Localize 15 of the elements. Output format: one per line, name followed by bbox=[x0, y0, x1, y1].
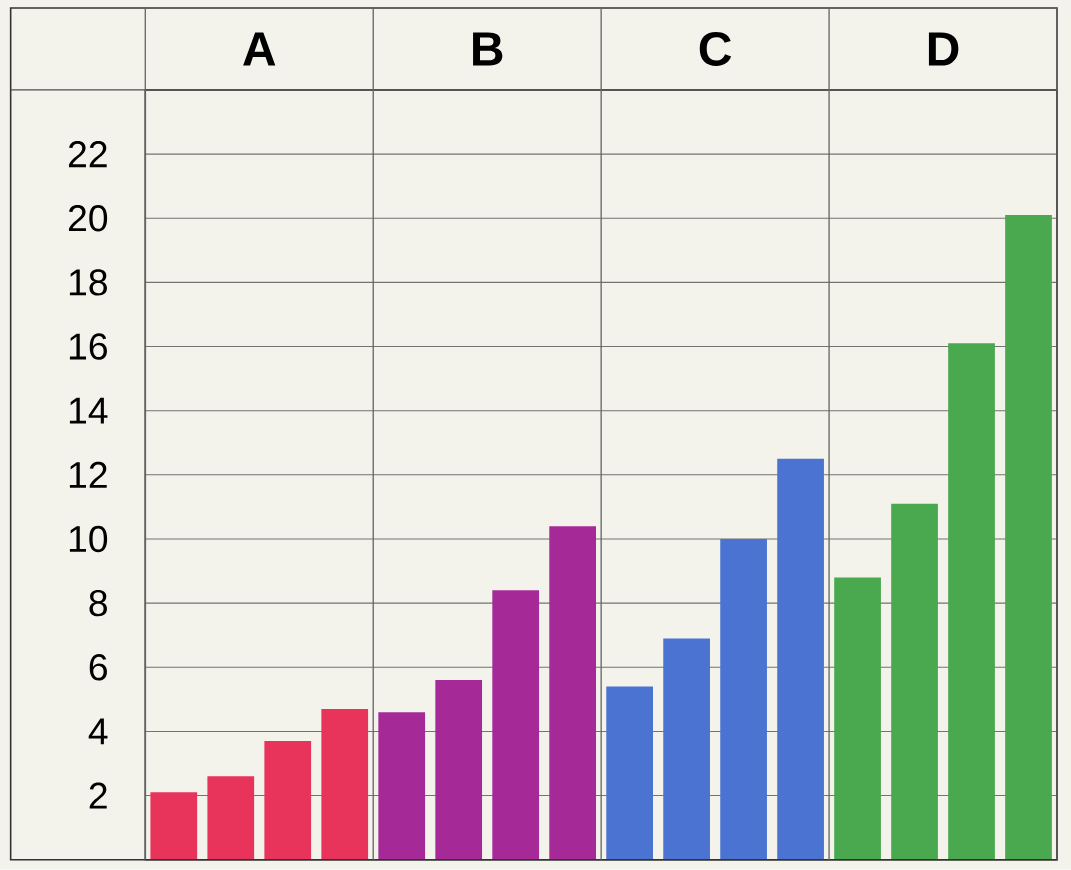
x-tick-label: B bbox=[473, 32, 503, 66]
x-tick-label: D bbox=[928, 32, 959, 66]
y-tick-label: 12 bbox=[69, 461, 107, 489]
x-tick-label: A bbox=[243, 32, 276, 66]
y-tick-label: 22 bbox=[68, 141, 107, 168]
y-tick-label: 14 bbox=[69, 398, 108, 424]
y-tick-label: 4 bbox=[88, 718, 108, 745]
x-tick-label: C bbox=[699, 32, 732, 67]
y-tick-label: 8 bbox=[89, 590, 107, 617]
y-tick-label: 16 bbox=[69, 333, 107, 360]
y-tick-label: 20 bbox=[68, 205, 108, 232]
y-tick-label: 6 bbox=[89, 654, 107, 681]
y-tick-label: 18 bbox=[69, 269, 107, 296]
y-tick-label: 2 bbox=[89, 782, 107, 809]
y-tick-label: 10 bbox=[69, 525, 108, 553]
